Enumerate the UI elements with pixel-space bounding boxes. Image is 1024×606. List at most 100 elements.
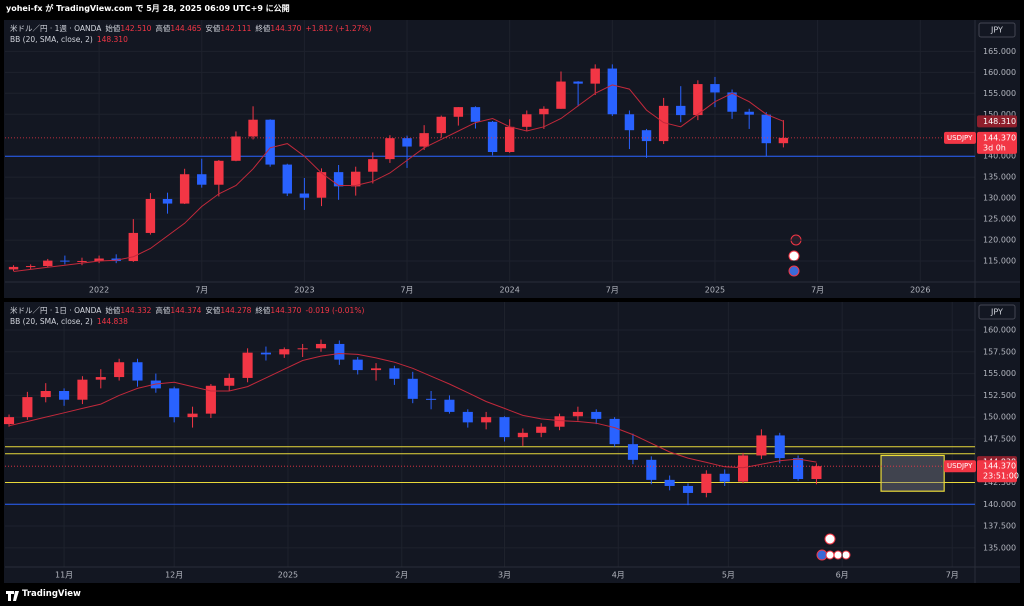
candle-body bbox=[197, 174, 207, 185]
y-tick-label: 147.500 bbox=[983, 434, 1016, 443]
symbol-label: USDJPY bbox=[947, 134, 973, 142]
y-tick-label: 135.000 bbox=[983, 543, 1016, 552]
symbol-box bbox=[944, 460, 976, 473]
legend-indicator: BB (20, SMA, close, 2) bbox=[10, 35, 93, 44]
candle-body bbox=[333, 172, 344, 187]
candle-body bbox=[539, 108, 549, 115]
y-tick-label: 157.500 bbox=[983, 347, 1016, 356]
legend-key: 始値 bbox=[105, 24, 121, 33]
x-tick-label: 3月 bbox=[498, 571, 511, 580]
legend-value: 144.370 bbox=[270, 306, 302, 315]
x-tick-label: 2025 bbox=[278, 571, 298, 580]
symbol-label: USDJPY bbox=[947, 462, 973, 470]
candle-body bbox=[242, 352, 253, 378]
bb-price-label: 148.310 bbox=[983, 117, 1016, 126]
legend-key: 安値 bbox=[205, 24, 221, 33]
legend-value: 144.374 bbox=[170, 306, 202, 315]
bb-line bbox=[13, 84, 784, 272]
candle-body bbox=[279, 349, 290, 355]
candle-body bbox=[676, 105, 686, 116]
candle-body bbox=[145, 198, 156, 233]
event-icon bbox=[788, 250, 800, 262]
bb-price-box bbox=[977, 115, 1017, 128]
legend-row: BB (20, SMA, close, 2) 144.838 bbox=[10, 316, 364, 327]
candle-body bbox=[556, 81, 566, 109]
event-icon bbox=[841, 550, 851, 560]
candle-body bbox=[811, 466, 822, 479]
candle-body bbox=[462, 411, 473, 423]
candle-body bbox=[169, 388, 180, 418]
candle-body bbox=[710, 84, 720, 93]
legend-indicator: BB (20, SMA, close, 2) bbox=[10, 317, 93, 326]
x-tick-label: 5月 bbox=[722, 571, 735, 580]
candle-body bbox=[297, 348, 308, 350]
candle-body bbox=[607, 68, 618, 115]
candle-body bbox=[572, 411, 583, 417]
candle-body bbox=[727, 92, 737, 112]
x-tick-label: 12月 bbox=[165, 571, 183, 580]
currency-label: JPY bbox=[990, 308, 1003, 317]
candle-body bbox=[793, 458, 804, 479]
y-tick-label: 120.000 bbox=[983, 236, 1016, 245]
candle-body bbox=[334, 343, 345, 360]
event-icon bbox=[824, 533, 836, 545]
header-text: yohei-fx が TradingView.com で 5月 28, 2025… bbox=[6, 4, 290, 13]
legend-value: 144.278 bbox=[220, 306, 252, 315]
y-tick-label: 142.500 bbox=[983, 478, 1016, 487]
candle-body bbox=[389, 368, 400, 379]
candle-body bbox=[77, 261, 87, 263]
legend: 米ドル／円 · 1日 · OANDA 始値144.332 高値144.374 安値14… bbox=[10, 305, 364, 327]
candle-body bbox=[756, 435, 767, 456]
x-tick-label: 6月 bbox=[836, 571, 849, 580]
tv-logo bbox=[6, 591, 19, 601]
candle-body bbox=[132, 362, 143, 381]
candle-body bbox=[352, 359, 363, 371]
y-tick-label: 160.000 bbox=[983, 68, 1016, 77]
candle-body bbox=[761, 114, 771, 144]
y-tick-label: 150.000 bbox=[983, 413, 1016, 422]
candle-body bbox=[59, 390, 70, 400]
legend-change: -0.019 (-0.01%) bbox=[305, 306, 365, 315]
candle-body bbox=[368, 159, 378, 172]
x-tick-label: 7月 bbox=[606, 286, 619, 295]
y-tick-label: 115.000 bbox=[983, 257, 1016, 266]
y-tick-label: 150.000 bbox=[983, 110, 1016, 119]
candle-body bbox=[43, 260, 53, 267]
x-tick-label: 7月 bbox=[400, 286, 413, 295]
legend-key: 終値 bbox=[255, 306, 271, 315]
candle-body bbox=[40, 390, 51, 398]
candle-body bbox=[664, 479, 675, 486]
panel-top bbox=[4, 20, 1020, 298]
x-tick-label: 7月 bbox=[946, 571, 959, 580]
candle-body bbox=[453, 107, 464, 117]
candle-body bbox=[3, 417, 15, 425]
candle-body bbox=[419, 133, 429, 147]
candle-body bbox=[658, 105, 669, 142]
x-tick-label: 7月 bbox=[195, 286, 208, 295]
candle-body bbox=[536, 426, 547, 433]
candle-body bbox=[470, 107, 481, 122]
candle-body bbox=[627, 444, 638, 460]
currency-label: JPY bbox=[990, 26, 1003, 35]
price-label: 144.370 bbox=[983, 133, 1016, 142]
x-tick-label: 11月 bbox=[55, 571, 73, 580]
x-tick-label: 2023 bbox=[294, 286, 314, 295]
legend-row: 米ドル／円 · 1週 · OANDA 始値142.510 高値144.465 安値14… bbox=[10, 23, 372, 34]
candle-body bbox=[25, 266, 36, 268]
event-icon bbox=[825, 550, 835, 560]
candle-body bbox=[95, 377, 106, 380]
legend-row: BB (20, SMA, close, 2) 148.310 bbox=[10, 34, 372, 45]
candle-body bbox=[402, 138, 412, 147]
candle-body bbox=[774, 435, 785, 459]
candle-body bbox=[248, 119, 258, 137]
y-tick-label: 152.500 bbox=[983, 391, 1016, 400]
y-tick-label: 137.500 bbox=[983, 522, 1016, 531]
candle-body bbox=[260, 352, 271, 355]
y-tick-label: 125.000 bbox=[983, 215, 1016, 224]
legend-symbol: 米ドル／円 · 1週 · OANDA bbox=[10, 24, 102, 33]
candle-body bbox=[370, 368, 382, 371]
candle-body bbox=[77, 379, 88, 400]
candle-body bbox=[316, 172, 327, 198]
candle-body bbox=[128, 232, 139, 262]
